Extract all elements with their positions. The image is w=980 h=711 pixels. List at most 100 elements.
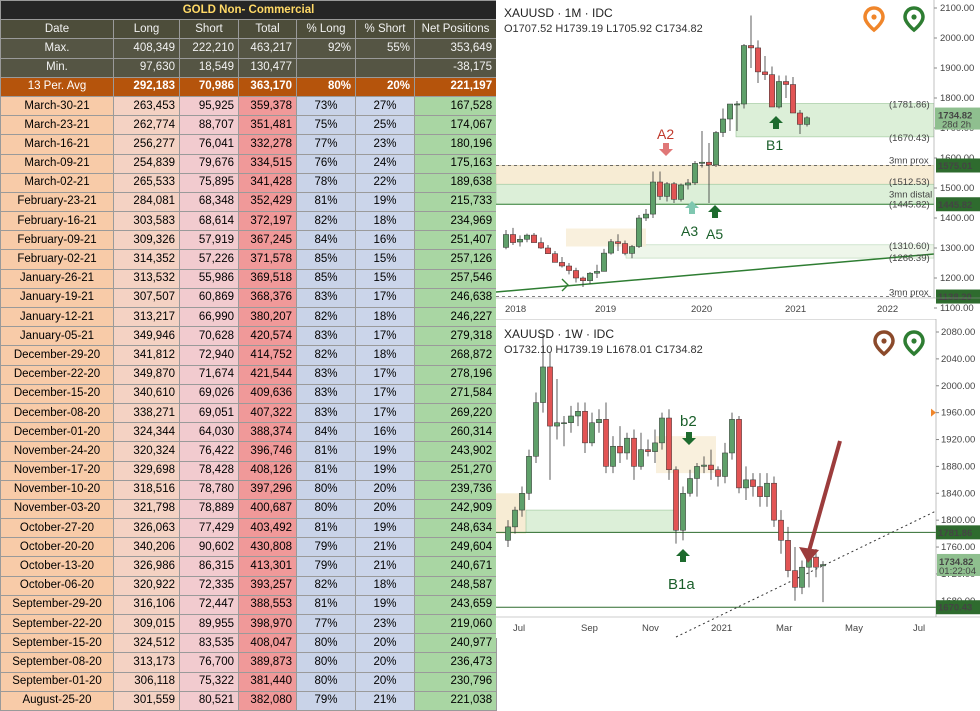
monthly-chart-canvas[interactable]: A2 A3 A5 B1 (1781.86) (1670.43) 3mn prox (1512.… [496,0,980,319]
table-row-cell: 57,919 [179,230,239,251]
table-row-cell: 243,659 [413,594,498,616]
table-row-cell: 81% [296,460,356,481]
table-row-cell: September-15-20 [0,633,114,654]
monthly-candle [573,270,579,279]
table-row-cell: 221,038 [413,690,498,711]
avg-row-cell: 292,183 [113,76,180,97]
weekly-ytick-label: 1760.00 [941,542,975,553]
monthly-xtick-label: 2022 [877,304,898,315]
avg-row-cell: 363,170 [238,76,297,97]
table-row-cell: 254,839 [113,153,180,174]
table-row-cell: March-30-21 [0,95,114,117]
table-row-cell: 189,638 [413,172,498,193]
weekly-candle [533,402,539,457]
table-row: March-23-21 262,774 88,707 351,481 75% 25% 174… [0,115,498,136]
weekly-candle [694,466,700,479]
table-row-cell: 80% [296,479,356,500]
table-row-cell: 17% [355,364,415,385]
weekly-ytick-label: 2000.00 [941,381,975,392]
table-row: November-17-20 329,698 78,428 408,126 81% 19%… [0,460,498,481]
table-row: November-10-20 318,516 78,780 397,296 80% 20%… [0,479,498,500]
monthly-bg [496,0,980,319]
table-row-cell: 83% [296,364,356,385]
table-row-cell: 68,348 [179,191,239,213]
monthly-candle [531,234,537,243]
table-title: GOLD Non- Commercial [0,0,498,21]
weekly-candle [729,419,735,454]
monthly-candle [580,277,586,281]
table-row-cell: 73% [296,95,356,117]
table-row-cell: 240,977 [413,633,498,654]
monthly-candle [517,239,523,243]
table-row-cell: January-05-21 [0,326,114,347]
max-row-cell: 92% [296,38,356,59]
table-row: January-26-21 313,532 55,986 369,518 85% 15% 2… [0,268,498,289]
table-row-cell: September-29-20 [0,594,114,616]
monthly-ytick-label: 1400.00 [940,213,974,224]
monthly-candle [636,217,642,247]
monthly-candle [790,84,796,114]
table-row-cell: 248,634 [413,518,498,539]
weekly-chart[interactable]: b2 B1a 2080.00 2040.00 2000.00 1960.00 1920.00… [496,319,980,638]
table-row-cell: 18% [355,306,415,328]
tag-1445: 1445.82 [938,200,972,211]
table-row-cell: 338,271 [113,402,180,424]
table-row: February-23-21 284,081 68,348 352,429 81% 19%… [0,191,498,213]
weekly-xtick-label: Jul [513,623,525,634]
monthly-chart[interactable]: A2 A3 A5 B1 (1781.86) (1670.43) 3mn prox (1512.… [496,0,980,319]
table-row-cell: 22% [355,172,415,193]
monthly-candle [720,118,726,133]
table-row-cell: 90,602 [179,537,239,558]
weekly-candle [687,478,693,494]
pin-orange-icon[interactable] [863,6,885,33]
monthly-candle [664,183,670,197]
pin-green-icon-shape [903,6,925,33]
table-row-cell: 382,080 [238,690,297,711]
table-row-cell: 408,047 [238,633,297,654]
table-row: September-08-20 313,173 76,700 389,873 80% 20… [0,652,498,673]
table-row-cell: March-02-21 [0,172,114,193]
monthly-candle [692,163,698,184]
weekly-tag-countdown: 01:22:04 [939,566,976,577]
table-header: Date Long Short Total% Long% Short Net Posit… [0,19,498,40]
weekly-ohlc: O1732.10 H1739.19 L1678.01 C1734.82 [504,344,703,356]
table-row: September-15-20 324,512 83,535 408,047 80% 20… [0,633,498,654]
table-row-cell: 17% [355,383,415,404]
table-row-cell: October-06-20 [0,575,114,596]
arrow-a2 [659,143,673,156]
table-row: November-03-20 321,798 78,889 400,687 80% 20%… [0,498,498,520]
table-row-cell: 430,808 [238,537,297,558]
weekly-candle [680,493,686,531]
monthly-xtick-label: 2018 [505,304,526,315]
pin-green-icon[interactable] [903,6,925,33]
monthly-ytick-label: 2100.00 [940,3,974,14]
pin-brown-icon[interactable] [873,330,895,357]
table-row-cell: 351,481 [238,115,297,136]
table-row-cell: 75,322 [179,671,239,692]
avg-row-cell: 221,197 [413,76,498,97]
table-row: August-25-20 301,559 80,521 382,080 79% 21% 22… [0,690,498,711]
weekly-candle [785,540,791,571]
zone-label-prox: 3mn prox [889,156,929,167]
table-row-cell: 307,507 [113,287,180,309]
weekly-chart-title: XAUUSD · 1W · IDC [504,327,615,341]
pin-green-icon-2[interactable] [903,330,925,357]
monthly-candle [629,246,635,254]
table-row-cell: 316,106 [113,594,180,616]
table-row-cell: 403,492 [238,518,297,539]
weekly-tag-1781: 1781.86 [938,528,972,539]
table-row-cell: 85% [296,268,356,289]
table-row: January-12-21 313,217 66,990 380,207 82% 18% 2… [0,306,498,328]
table-row-cell: 341,812 [113,345,180,366]
table-row-cell: 21% [355,690,415,711]
monthly-candle [685,182,691,186]
weekly-chart-canvas[interactable]: b2 B1a 2080.00 2040.00 2000.00 1960.00 1920.00… [496,319,980,638]
table-row-cell: 17% [355,287,415,309]
arrow-b1 [769,116,783,129]
table-row: December-08-20 338,271 69,051 407,322 83% 17%… [0,402,498,424]
weekly-candle [659,417,665,444]
zone-low [625,244,935,259]
weekly-candle [512,509,518,528]
monthly-candle [748,45,754,49]
table-row: March-02-21 265,533 75,895 341,428 78% 22% 189… [0,172,498,193]
